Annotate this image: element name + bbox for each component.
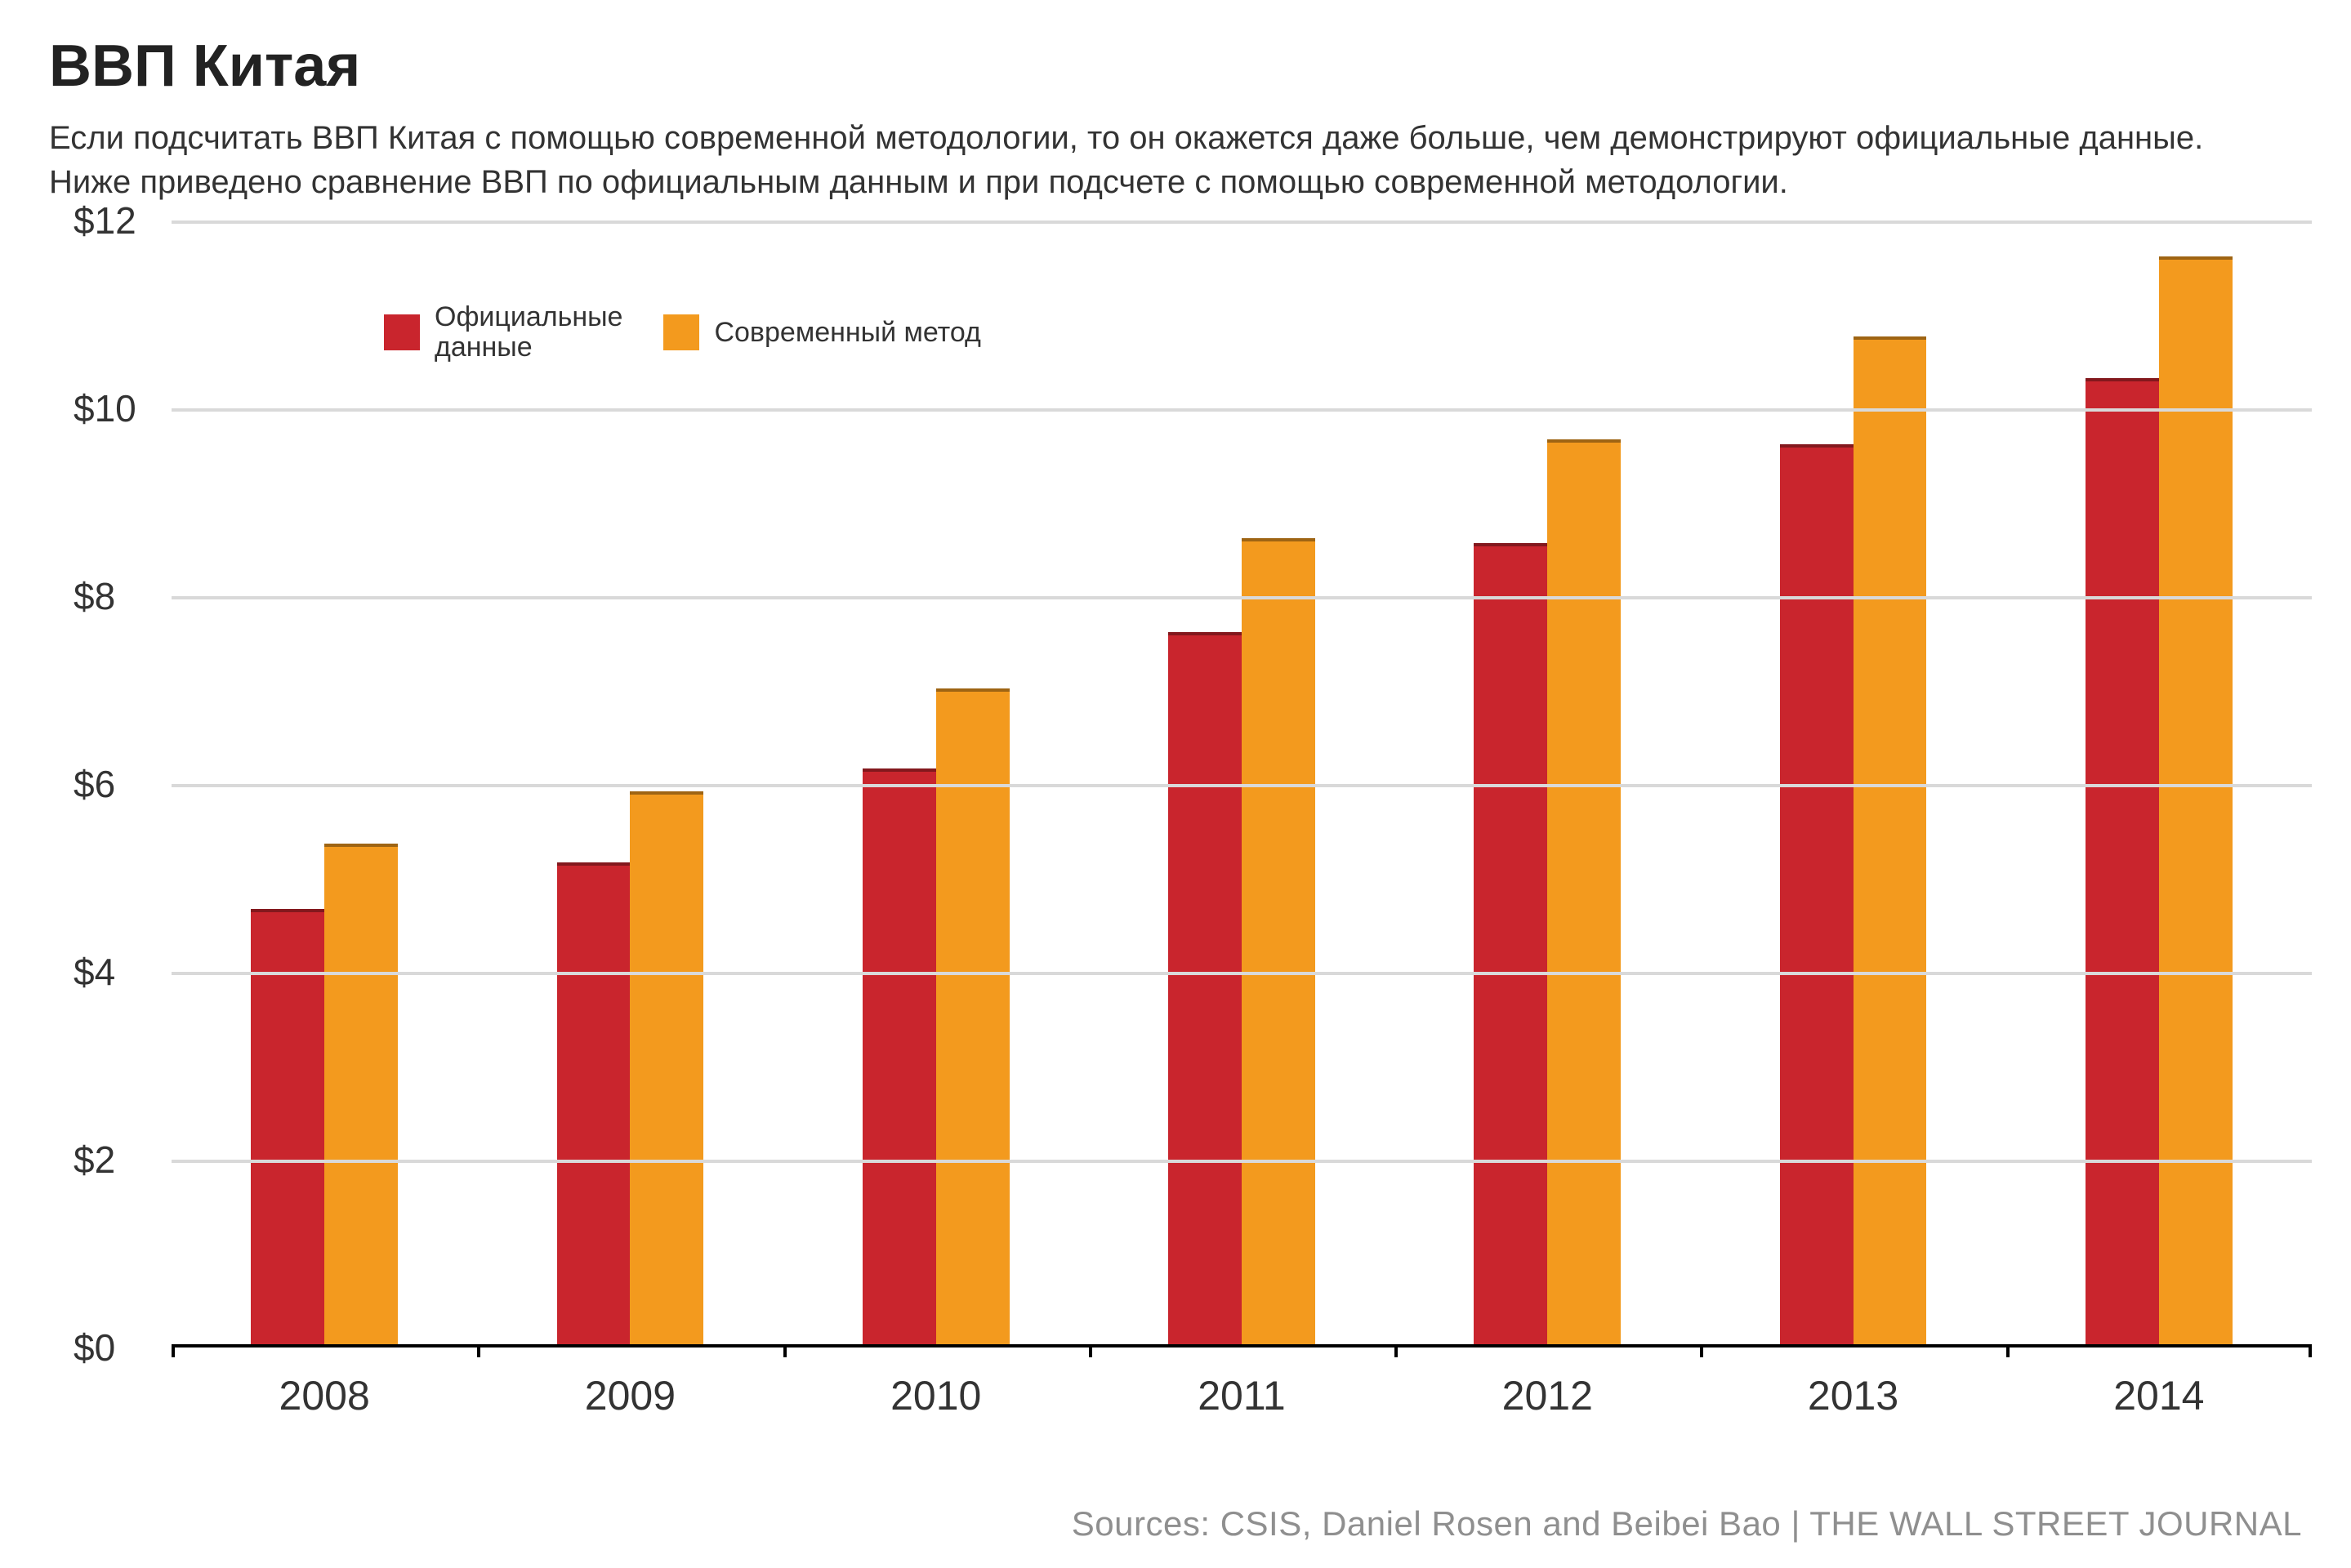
bar-modern bbox=[630, 791, 703, 1344]
x-tick-label: 2010 bbox=[783, 1356, 1089, 1446]
x-axis-labels: 2008200920102011201220132014 bbox=[172, 1356, 2312, 1446]
bar-group bbox=[172, 220, 477, 1344]
bar-groups bbox=[172, 220, 2312, 1344]
y-tick-label: $8 bbox=[74, 574, 163, 618]
gridline bbox=[172, 972, 2312, 975]
bar-modern bbox=[1242, 538, 1315, 1344]
chart-legend: Официальныеданные Современный метод bbox=[384, 302, 981, 363]
y-tick-label: $0 bbox=[74, 1325, 163, 1370]
bar-official bbox=[863, 768, 936, 1345]
y-tick-label: $12 bbox=[74, 198, 163, 243]
bar-group bbox=[1700, 220, 2005, 1344]
legend-item-modern: Современный метод bbox=[663, 314, 980, 350]
x-tick-label: 2012 bbox=[1394, 1356, 1700, 1446]
bar-modern bbox=[1547, 439, 1621, 1344]
gridline bbox=[172, 220, 2312, 224]
x-tick-label: 2011 bbox=[1089, 1356, 1394, 1446]
bar-modern bbox=[2159, 256, 2233, 1344]
x-tick-label: 2008 bbox=[172, 1356, 477, 1446]
bar-official bbox=[1780, 444, 1854, 1344]
bar-official bbox=[2086, 378, 2159, 1344]
y-tick-label: $6 bbox=[74, 762, 163, 806]
legend-swatch bbox=[663, 314, 699, 350]
legend-label: Официальныеданные bbox=[435, 302, 622, 363]
y-tick-label: $4 bbox=[74, 950, 163, 994]
chart-container: ВВП Китая Если подсчитать ВВП Китая с по… bbox=[0, 0, 2351, 1568]
bar-group bbox=[477, 220, 783, 1344]
gridline bbox=[172, 596, 2312, 599]
y-tick-label: $10 bbox=[74, 386, 163, 430]
gridline bbox=[172, 1160, 2312, 1163]
bar-official bbox=[557, 862, 631, 1345]
bar-official bbox=[1168, 632, 1242, 1344]
bar-group bbox=[2006, 220, 2312, 1344]
bar-group bbox=[783, 220, 1089, 1344]
legend-item-official: Официальныеданные bbox=[384, 302, 622, 363]
bar-official bbox=[1474, 543, 1547, 1345]
x-tick-label: 2009 bbox=[477, 1356, 783, 1446]
gridline bbox=[172, 408, 2312, 412]
chart-title: ВВП Китая bbox=[49, 33, 2302, 100]
bar-group bbox=[1089, 220, 1394, 1344]
bar-modern bbox=[324, 844, 398, 1345]
bar-modern bbox=[1854, 336, 1927, 1345]
plot-region: Официальныеданные Современный метод bbox=[172, 220, 2312, 1348]
x-tick-label: 2013 bbox=[1700, 1356, 2005, 1446]
gridline bbox=[172, 784, 2312, 787]
legend-label: Современный метод bbox=[714, 318, 980, 348]
bar-group bbox=[1394, 220, 1700, 1344]
legend-swatch bbox=[384, 314, 420, 350]
x-tick-label: 2014 bbox=[2006, 1356, 2312, 1446]
chart-subtitle: Если подсчитать ВВП Китая с помощью совр… bbox=[49, 116, 2255, 204]
chart-area: Официальныеданные Современный метод $0 $2 $… bbox=[74, 220, 2312, 1446]
y-tick-label: $2 bbox=[74, 1138, 163, 1182]
source-line: Sources: CSIS, Daniel Rosen and Beibei B… bbox=[1072, 1504, 2302, 1544]
